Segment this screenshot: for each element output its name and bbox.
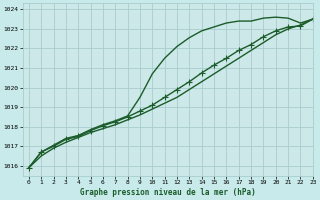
X-axis label: Graphe pression niveau de la mer (hPa): Graphe pression niveau de la mer (hPa) — [80, 188, 256, 197]
